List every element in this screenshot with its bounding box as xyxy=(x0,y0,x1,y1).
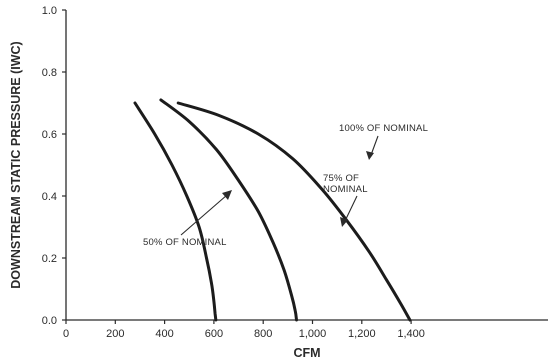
annotation-75-leader xyxy=(344,195,358,222)
x-tick-label: 600 xyxy=(205,328,223,340)
y-tick-label: 1.0 xyxy=(42,5,57,17)
x-axis-title: CFM xyxy=(293,346,320,360)
y-ticks: 0.0 0.2 0.4 0.6 0.8 1.0 xyxy=(42,5,66,327)
x-tick-label: 400 xyxy=(155,328,173,340)
axes xyxy=(65,10,548,321)
annotation-50-leader xyxy=(180,194,228,236)
series-line-100-percent xyxy=(176,101,412,322)
x-tick-label: 1,400 xyxy=(397,328,425,340)
annotation-100-leader xyxy=(370,135,379,156)
y-tick-label: 0.4 xyxy=(42,191,57,203)
x-ticks: 0 200 400 600 800 1,000 1,200 1,400 xyxy=(63,320,425,340)
y-tick-label: 0.2 xyxy=(42,253,57,265)
x-tick-label: 0 xyxy=(63,328,69,340)
annotation-75-label-line2: NOMINAL xyxy=(323,184,368,195)
x-tick-label: 1,200 xyxy=(348,328,376,340)
annotation-100-arrowhead xyxy=(366,151,374,160)
y-tick-label: 0.0 xyxy=(42,315,57,327)
x-tick-label: 200 xyxy=(106,328,124,340)
annotation-100-label: 100% OF NOMINAL xyxy=(339,123,428,134)
series-line-50-percent xyxy=(133,101,218,322)
curves xyxy=(133,98,412,322)
x-tick-label: 800 xyxy=(254,328,272,340)
y-tick-label: 0.8 xyxy=(42,67,57,79)
x-tick-label: 1,000 xyxy=(299,328,327,340)
y-axis-title: DOWNSTREAM STATIC PRESSURE (IWC) xyxy=(9,41,23,288)
annotation-75-arrowhead xyxy=(340,217,348,227)
annotation-75-label-line1: 75% OF xyxy=(323,173,359,184)
annotation-50-arrowhead xyxy=(222,190,232,200)
y-tick-label: 0.6 xyxy=(42,129,57,141)
annotation-50-label: 50% OF NOMINAL xyxy=(143,237,227,248)
annotations: 100% OF NOMINAL 75% OF NOMINAL 50% OF NO… xyxy=(143,123,428,248)
series-line-75-percent xyxy=(159,98,298,322)
